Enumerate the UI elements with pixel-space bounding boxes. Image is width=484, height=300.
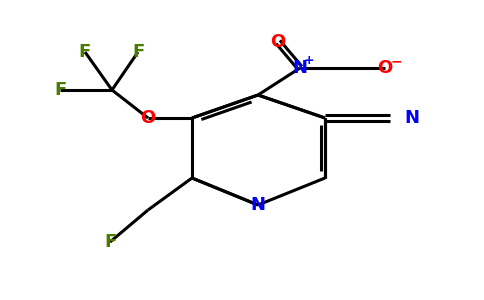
Text: N: N [251, 196, 266, 214]
Text: −: − [390, 54, 402, 68]
Text: N: N [405, 109, 420, 127]
Text: N: N [292, 59, 307, 77]
Text: +: + [303, 55, 314, 68]
Text: F: F [79, 43, 91, 61]
Text: F: F [104, 233, 116, 251]
Text: F: F [54, 81, 66, 99]
Text: F: F [132, 43, 144, 61]
Text: O: O [271, 33, 286, 51]
Text: O: O [378, 59, 393, 77]
Text: O: O [140, 109, 156, 127]
